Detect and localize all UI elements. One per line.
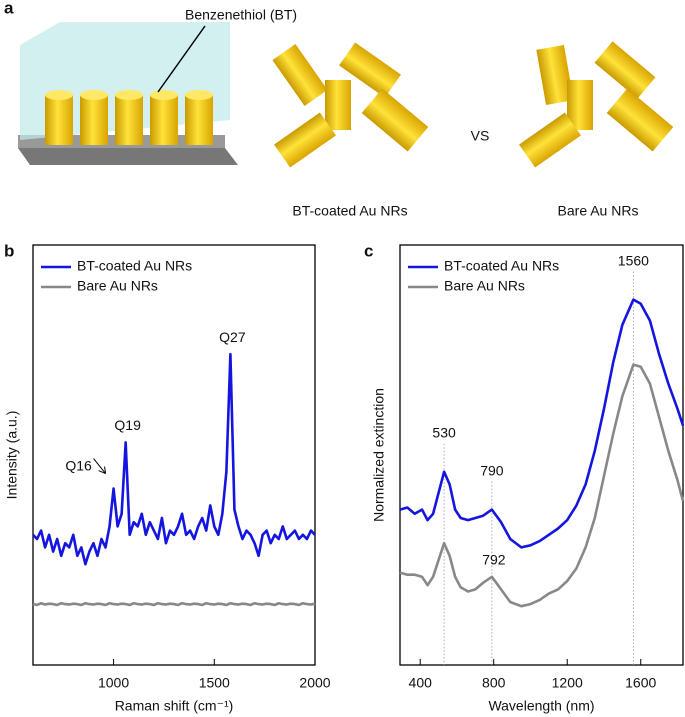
annotation: Q16: [65, 457, 92, 473]
nanorod: [115, 95, 143, 145]
nanorod: [594, 41, 656, 99]
caption: BT-coated Au NRs: [292, 203, 407, 219]
series-line: [32, 601, 316, 607]
x-axis-label: Wavelength (nm): [488, 698, 594, 714]
y-axis-label: Intensity (a.u.): [4, 411, 20, 500]
series-line: [399, 298, 685, 549]
nanorod-array: [45, 90, 213, 145]
nanorod: [272, 44, 328, 106]
nanorod: [150, 95, 178, 145]
x-tick-label: 2000: [299, 675, 330, 691]
y-axis-label: Normalized extinction: [371, 388, 387, 522]
legend-label: Bare Au NRs: [444, 278, 525, 294]
nanorod: [80, 95, 108, 145]
annotation: Benzenethiol (BT): [185, 7, 297, 23]
legend-label: BT-coated Au NRs: [444, 258, 559, 274]
annotation: 530: [432, 425, 456, 441]
panel-label: a: [4, 0, 14, 17]
nanorod: [45, 95, 73, 145]
x-tick-label: 800: [482, 675, 506, 691]
annotation: Q19: [114, 417, 141, 433]
nanorod: [606, 88, 674, 152]
annotation: 1560: [618, 252, 649, 268]
nanorod-top: [150, 90, 178, 100]
plot-frame: [32, 244, 316, 666]
annotation: Q27: [219, 329, 246, 345]
nanorod: [274, 112, 336, 168]
legend-label: BT-coated Au NRs: [77, 258, 192, 274]
nanorod: [325, 80, 351, 130]
nanorod: [185, 95, 213, 145]
series-line: [399, 363, 685, 608]
nanorod-top: [80, 90, 108, 100]
annotation-arrowhead: [98, 466, 107, 475]
vs-label: VS: [471, 128, 490, 144]
substrate-illustration: [18, 22, 238, 165]
plot-frame: [399, 244, 684, 666]
substrate: [18, 148, 238, 165]
nanorod: [536, 44, 574, 106]
nanorod-top: [185, 90, 213, 100]
x-tick-label: 1600: [625, 675, 656, 691]
annotation: 792: [482, 552, 506, 568]
annotation-arrow: [93, 458, 106, 474]
bare-rods: [519, 41, 674, 168]
coated-rods: [272, 42, 429, 168]
nanorod: [519, 112, 581, 168]
x-tick-label: 400: [409, 675, 433, 691]
legend-label: Bare Au NRs: [77, 278, 158, 294]
panel-label: b: [4, 241, 14, 260]
series-line: [32, 352, 316, 566]
x-axis-label: Raman shift (cm⁻¹): [115, 698, 234, 714]
x-tick-label: 1200: [552, 675, 583, 691]
leader-line: [157, 25, 206, 93]
x-tick-label: 1000: [98, 675, 129, 691]
x-tick-label: 1500: [199, 675, 230, 691]
nanorod: [339, 42, 401, 98]
caption: Bare Au NRs: [558, 203, 639, 219]
nanorod: [361, 88, 429, 152]
annotation: 790: [480, 462, 504, 478]
nanorod-top: [45, 90, 73, 100]
nanorod-top: [115, 90, 143, 100]
panel-label: c: [364, 241, 373, 260]
